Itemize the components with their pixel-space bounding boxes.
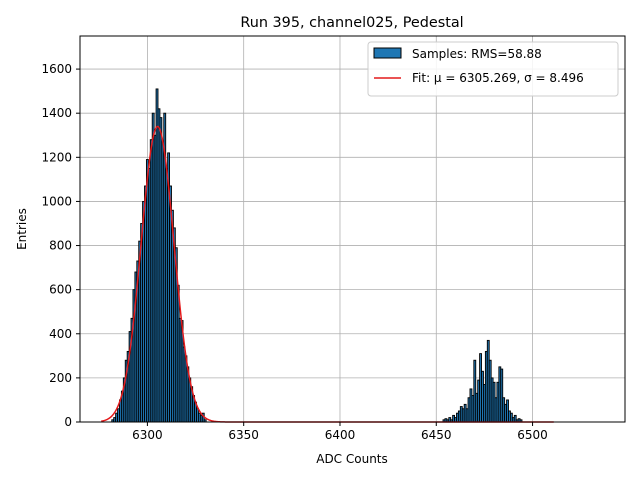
chart-title: Run 395, channel025, Pedestal xyxy=(240,15,463,31)
legend-samples-swatch xyxy=(373,47,402,59)
x-tick-label: 6400 xyxy=(325,428,356,442)
x-tick-label: 6500 xyxy=(517,428,548,442)
legend-fit-label: Fit: μ = 6305.269, σ = 8.496 xyxy=(412,71,584,85)
histogram-bars xyxy=(111,88,523,423)
x-tick-label: 6350 xyxy=(228,428,259,442)
x-tick-label: 6450 xyxy=(421,428,452,442)
y-tick-label: 1000 xyxy=(41,194,72,208)
x-tick-label: 6300 xyxy=(132,428,163,442)
legend-box xyxy=(367,41,619,97)
plot-frame xyxy=(79,35,626,423)
legend: Samples: RMS=58.88 Fit: μ = 6305.269, σ … xyxy=(367,41,619,97)
y-axis-ticks: 0 200 400 600 800 1000 1200 1400 1600 xyxy=(41,62,80,429)
legend-samples-label: Samples: RMS=58.88 xyxy=(412,47,542,61)
y-tick-label: 1600 xyxy=(41,62,72,76)
y-axis-label: Entries xyxy=(15,208,29,250)
y-tick-label: 200 xyxy=(49,371,72,385)
x-axis-label: ADC Counts xyxy=(316,452,388,466)
y-tick-label: 1200 xyxy=(41,150,72,164)
x-axis-ticks: 6300 6350 6400 6450 6500 xyxy=(132,422,548,442)
y-tick-label: 800 xyxy=(49,239,72,253)
y-tick-label: 400 xyxy=(49,327,72,341)
y-tick-label: 600 xyxy=(49,283,72,297)
y-tick-label: 1400 xyxy=(41,106,72,120)
y-tick-label: 0 xyxy=(64,415,72,429)
